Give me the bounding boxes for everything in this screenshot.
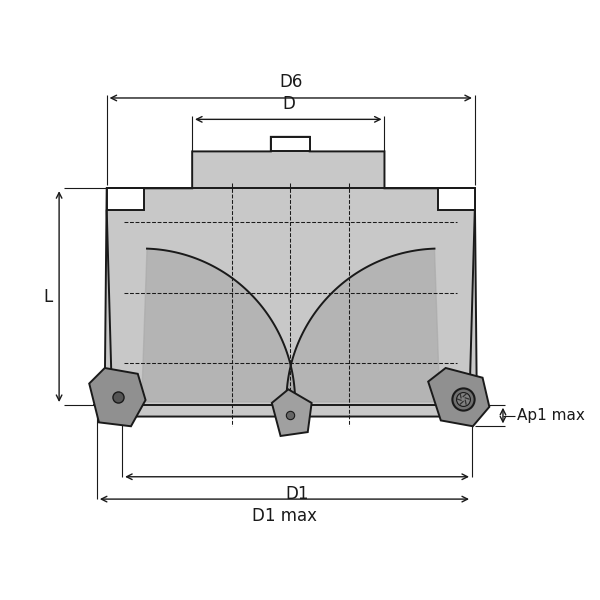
Text: Ap1 max: Ap1 max bbox=[517, 408, 584, 423]
Polygon shape bbox=[142, 248, 295, 402]
Text: D1 max: D1 max bbox=[252, 507, 317, 525]
Polygon shape bbox=[271, 137, 310, 151]
Polygon shape bbox=[272, 389, 311, 436]
Polygon shape bbox=[286, 248, 440, 402]
Polygon shape bbox=[438, 188, 475, 209]
Text: L: L bbox=[43, 287, 52, 305]
Text: D6: D6 bbox=[279, 73, 302, 91]
Polygon shape bbox=[107, 188, 143, 209]
Polygon shape bbox=[428, 368, 490, 426]
Text: D: D bbox=[282, 95, 295, 113]
Polygon shape bbox=[105, 137, 477, 416]
Text: D1: D1 bbox=[286, 485, 309, 503]
Polygon shape bbox=[89, 368, 146, 426]
